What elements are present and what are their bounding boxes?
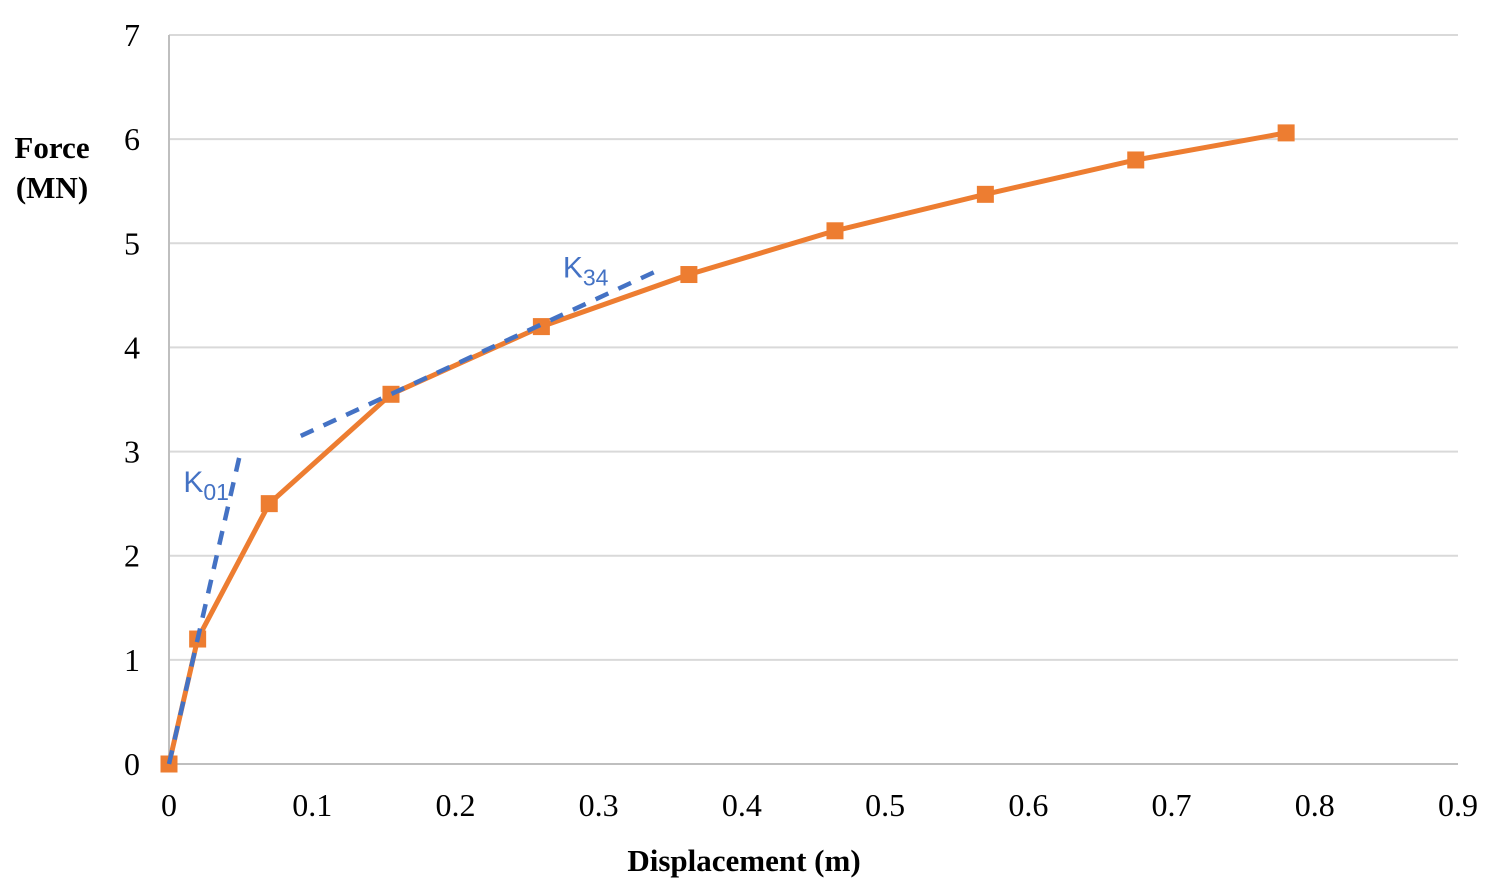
- y-tick-label: 6: [124, 121, 140, 157]
- x-tick-label: 0.6: [1008, 787, 1048, 823]
- y-axis-title: Force (MN): [2, 128, 102, 208]
- data-point-marker: [976, 185, 994, 203]
- series-line: [166, 130, 1287, 765]
- x-axis-title: Displacement (m): [627, 843, 861, 878]
- y-tick-label: 3: [124, 434, 140, 470]
- K01-initial-stiffness-line-label: K01: [183, 466, 229, 505]
- data-point-marker: [680, 266, 698, 284]
- y-tick-label: 4: [124, 329, 140, 365]
- y-tick-label: 5: [124, 225, 140, 261]
- x-tick-label: 0.2: [435, 787, 475, 823]
- x-tick-label: 0.5: [865, 787, 905, 823]
- y-tick-label: 2: [124, 538, 140, 574]
- y-tick-label: 1: [124, 642, 140, 678]
- x-tick-label: 0.3: [579, 787, 619, 823]
- y-axis-title-line2: (MN): [15, 170, 89, 205]
- data-point-marker: [532, 318, 550, 336]
- y-tick-label: 7: [124, 17, 140, 53]
- x-tick-label: 0.1: [292, 787, 332, 823]
- data-point-marker: [1127, 151, 1145, 169]
- x-tick-label: 0.4: [722, 787, 762, 823]
- x-tick-label: 0: [161, 787, 177, 823]
- x-tick-label: 0.8: [1295, 787, 1335, 823]
- K01-initial-stiffness-line: [166, 451, 243, 765]
- data-point-marker: [260, 495, 278, 513]
- data-point-marker: [1277, 124, 1295, 142]
- x-tick-label: 0.7: [1152, 787, 1192, 823]
- data-point-marker: [382, 385, 400, 403]
- y-axis-title-line1: Force: [14, 130, 90, 165]
- K34-secant-stiffness-line-label: K34: [563, 252, 609, 291]
- y-tick-label: 0: [124, 746, 140, 782]
- K34-secant-stiffness-line: [299, 267, 662, 438]
- x-tick-label: 0.9: [1438, 787, 1478, 823]
- data-point-marker: [826, 222, 844, 240]
